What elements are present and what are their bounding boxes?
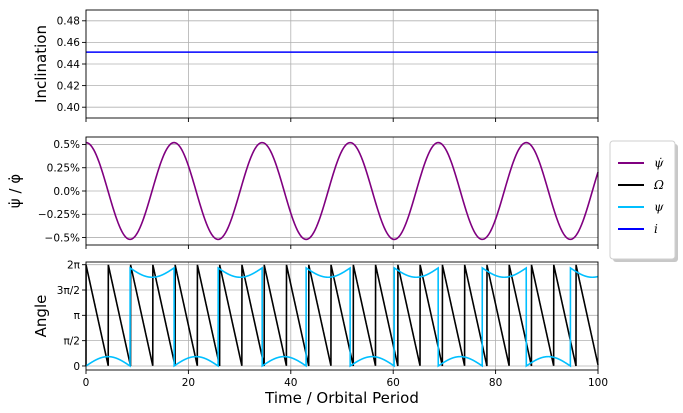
legend-box xyxy=(609,140,676,260)
y-axis-label: ψ̇ / φ̇ xyxy=(6,174,24,208)
y-tick-label: 0.42 xyxy=(57,80,80,92)
y-tick-label: 0.48 xyxy=(57,16,80,28)
y-tick-label: 2π xyxy=(67,259,81,271)
y-tick-label: 0.5% xyxy=(53,139,80,151)
x-tick-label: 40 xyxy=(284,377,297,389)
y-tick-label: 0.44 xyxy=(57,59,81,71)
y-tick-label: 0 xyxy=(73,361,80,373)
angle-panel: 2π 3π/2 π π/2 00 20 40 60 80 100 Angle xyxy=(32,259,608,389)
y-tick-label: π xyxy=(74,310,81,322)
series-line-1 xyxy=(85,141,599,241)
x-axis-label: Time / Orbital Period xyxy=(264,389,419,407)
legend-label: Ω xyxy=(653,178,664,192)
y-tick-label: −0.25% xyxy=(38,209,80,221)
y-tick-label: 0.25% xyxy=(47,163,80,175)
y-axis-label: Angle xyxy=(32,295,50,338)
x-tick-label: 100 xyxy=(588,377,608,389)
y-tick-label: 3π/2 xyxy=(57,285,80,297)
y-axis-label: Inclination xyxy=(32,25,50,103)
x-tick-label: 80 xyxy=(489,377,502,389)
psi-dot-ratio-panel: 0.5% 0.25% 0.0% −0.25% −0.5% ψ̇ / φ̇ xyxy=(6,136,599,249)
series-line-1 xyxy=(85,264,599,367)
legend: ψ̇ Ωψi xyxy=(609,140,678,262)
inclination-panel: 0.40 0.42 0.44 0.46 0.48 Inclination xyxy=(32,9,599,122)
x-tick-label: 20 xyxy=(182,377,195,389)
y-tick-label: π/2 xyxy=(63,335,80,347)
series-line-2 xyxy=(85,266,599,368)
y-tick-label: 0.0% xyxy=(53,186,80,198)
y-tick-label: 0.46 xyxy=(57,37,81,49)
plot-frame xyxy=(85,261,599,371)
legend-label: ψ xyxy=(654,200,664,214)
x-tick-label: 0 xyxy=(83,377,90,389)
legend-label: ψ̇ xyxy=(654,156,664,170)
y-tick-label: 0.40 xyxy=(57,102,80,114)
y-tick-label: −0.5% xyxy=(45,232,80,244)
legend-label: i xyxy=(654,222,658,236)
x-tick-label: 60 xyxy=(387,377,400,389)
